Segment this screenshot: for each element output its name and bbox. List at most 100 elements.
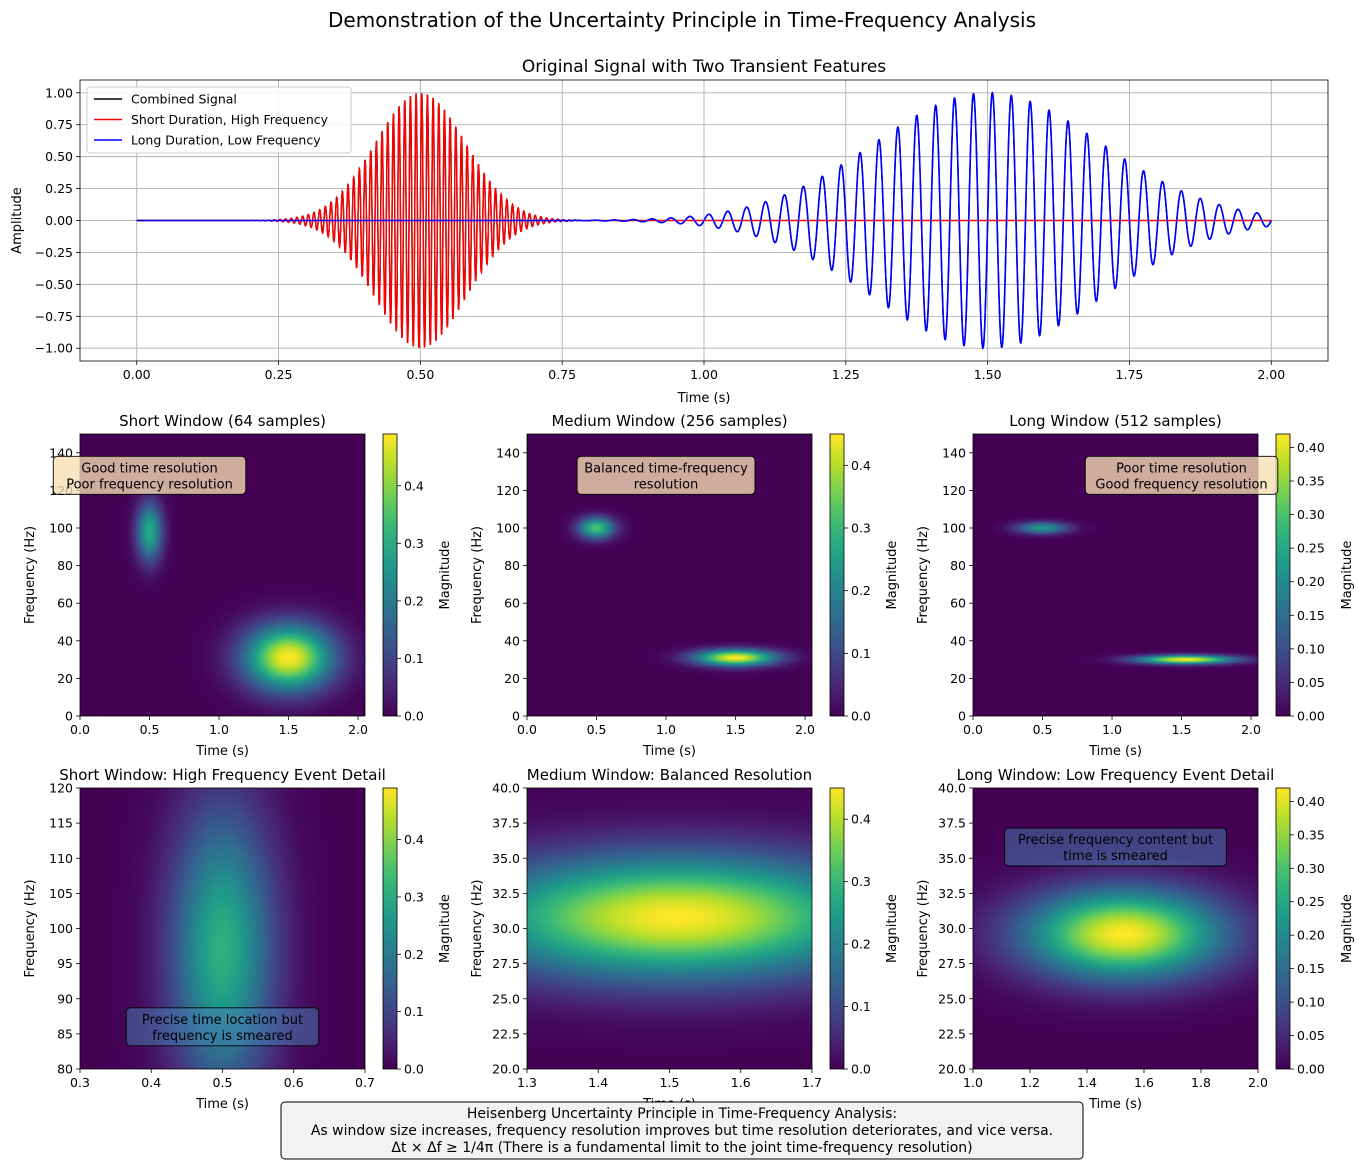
ytick-label: 22.5 [938,1026,966,1041]
footer-line-2: As window size increases, frequency reso… [311,1123,1053,1139]
detail-long-xlabel: Time (s) [1088,1097,1142,1112]
detail-long-title: Long Window: Low Frequency Event Detail [957,766,1275,784]
annotation-box [52,455,247,495]
stft-medium-xlabel: Time (s) [642,744,696,759]
ytick-label: 22.5 [492,1026,520,1041]
xtick-label: 0.5 [587,722,607,737]
ytick-label: 60 [57,596,73,611]
xtick-label: 2.0 [348,722,368,737]
colorbar-tick-label: 0.0 [851,1062,871,1077]
stft-medium-frame [526,433,813,717]
colorbar-tick-label: 0.4 [851,458,871,473]
xtick-label: 1.6 [731,1075,751,1090]
xtick-label: 0.5 [140,722,160,737]
xtick-label: 2.0 [1241,722,1261,737]
stft-short-xlabel: Time (s) [195,744,249,759]
colorbar-tick-label: 0.25 [1297,894,1325,909]
annotation-line: Poor time resolution [1116,461,1247,476]
ytick-label: 40 [504,633,520,648]
colorbar-tick-label: 0.2 [404,593,424,608]
colorbar-tick-label: 0.00 [1297,1062,1325,1077]
signal-panel: Original Signal with Two Transient Featu… [10,57,1329,406]
ytick-label: 105 [49,886,73,901]
stft-medium-colorbar-label: Magnitude [885,541,900,610]
stft-long-panel: Long Window (512 samples) 0.0 0.5 1.0 1.5 2.0… [916,412,1355,759]
ytick-label: 60 [950,596,966,611]
xtick-label: 1.2 [1020,1075,1040,1090]
ytick-label: 80 [950,558,966,573]
signal-xlabel: Time (s) [677,391,731,406]
ytick-label: 60 [504,596,520,611]
ytick-label: 80 [504,558,520,573]
colorbar-tick-label: 0.20 [1297,928,1325,943]
annotation-line: time is smeared [1063,849,1168,864]
ytick-label: 100 [942,521,966,536]
colorbar-tick-label: 0.10 [1297,641,1325,656]
xtick-label: 1.5 [1172,722,1192,737]
stft-medium-panel: Medium Window (256 samples) 0.0 0.5 1.0 1.5 2… [470,412,900,759]
ytick-label: 0 [958,709,966,724]
xtick-label: 0.0 [70,722,90,737]
xtick-label: 1.0 [1102,722,1122,737]
colorbar-tick-label: 0.40 [1297,440,1325,455]
stft-medium-colorbar [829,433,845,717]
colorbar-tick-label: 0.2 [404,947,424,962]
annotation-box [1004,827,1227,867]
colorbar-tick-label: 0.3 [851,874,871,889]
colorbar-tick-label: 0.35 [1297,474,1325,489]
xtick-label: 0.4 [141,1075,161,1090]
colorbar-tick-label: 0.30 [1297,861,1325,876]
signal-frame [79,79,1329,362]
signal-legend: Combined Signal Short Duration, High Freq… [86,86,352,154]
ytick-label: 40.0 [938,781,966,796]
legend-label: Long Duration, Low Frequency [131,133,321,148]
footer-line-1: Heisenberg Uncertainty Principle in Time… [467,1106,897,1122]
signal-ytick-label: −0.50 [35,277,73,292]
ytick-label: 140 [496,445,520,460]
stft-long-ylabel: Frequency (Hz) [916,526,931,624]
ytick-label: 20 [504,671,520,686]
colorbar-tick-label: 0.2 [851,583,871,598]
detail-medium-title: Medium Window: Balanced Resolution [527,766,812,784]
xtick-label: 1.0 [963,1075,983,1090]
stft-short-title: Short Window (64 samples) [119,412,326,430]
signal-ylabel: Amplitude [10,187,25,254]
ytick-label: 0 [65,709,73,724]
detail-short-panel: Short Window: High Frequency Event Detai… [23,766,453,1112]
signal-title: Original Signal with Two Transient Featu… [522,57,886,77]
stft-short-colorbar-label: Magnitude [438,541,453,610]
colorbar-tick-label: 0.05 [1297,1028,1325,1043]
signal-ytick-label: 0.25 [45,181,73,196]
xtick-label: 1.4 [1077,1075,1097,1090]
detail-short-ylabel: Frequency (Hz) [23,879,38,977]
footer-box: Heisenberg Uncertainty Principle in Time… [280,1101,1084,1160]
detail-medium-heatmap-image [527,788,812,1069]
colorbar-tick-label: 0.35 [1297,827,1325,842]
signal-xtick-label: 1.75 [1116,367,1144,382]
ytick-label: 120 [496,483,520,498]
stft-medium-title: Medium Window (256 samples) [551,412,787,430]
signal-ytick-label: 0.50 [45,149,73,164]
xtick-label: 0.0 [963,722,983,737]
ytick-label: 27.5 [938,956,966,971]
colorbar-tick-label: 0.0 [851,709,871,724]
detail-long-colorbar [1275,787,1291,1070]
annotation-box [125,1007,320,1047]
xtick-label: 0.7 [355,1075,375,1090]
ytick-label: 140 [942,445,966,460]
annotation-box [576,455,756,495]
colorbar-tick-label: 0.20 [1297,574,1325,589]
colorbar-tick-label: 0.4 [404,478,424,493]
colorbar-tick-label: 0.0 [404,1062,424,1077]
stft-medium-ylabel: Frequency (Hz) [470,526,485,624]
colorbar-tick-label: 0.3 [404,536,424,551]
stft-long-xlabel: Time (s) [1088,744,1142,759]
xtick-label: 1.5 [726,722,746,737]
legend-box [86,86,352,154]
ytick-label: 110 [49,851,73,866]
detail-medium-panel: Medium Window: Balanced Resolution 1.3 1.4… [470,766,900,1112]
annotation-line: Precise time location but [142,1013,303,1028]
ytick-label: 37.5 [492,816,520,831]
